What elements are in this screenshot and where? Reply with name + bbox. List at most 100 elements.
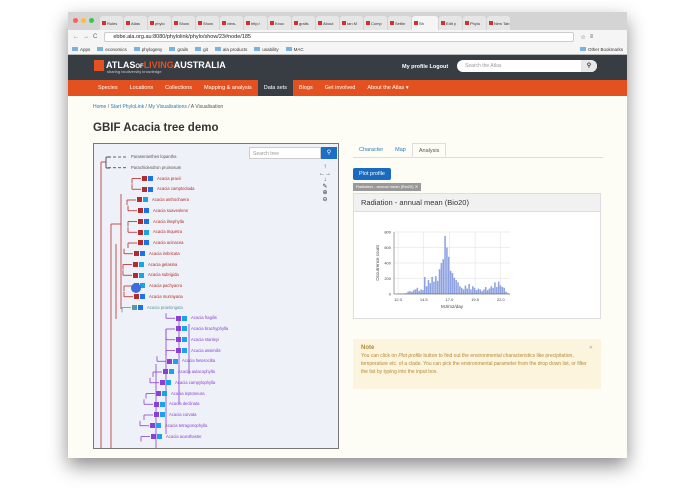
tree-search-input[interactable]: Search tree <box>249 147 321 159</box>
browser-tab[interactable]: Ian M <box>340 16 363 30</box>
zoom-out-icon[interactable]: ⊖ <box>322 196 328 203</box>
browser-tab[interactable]: Show <box>196 16 219 30</box>
tree-leaf[interactable]: Acacia subrigida <box>133 272 179 278</box>
trait-square <box>167 358 172 364</box>
browser-tab[interactable]: Comp <box>364 16 387 30</box>
browser-tab[interactable]: view- <box>220 16 243 30</box>
tree-leaf[interactable]: Acacia ilsephylla <box>138 219 184 225</box>
selected-layer-chip[interactable]: Radiation - annual mean (Bio20) ✕ <box>353 183 422 191</box>
histogram-bar <box>483 289 485 294</box>
tree-leaf[interactable]: Acacia campylophylla <box>160 380 215 386</box>
remove-icon[interactable]: ✕ <box>414 184 419 189</box>
pan-left-right-icon[interactable]: ←→ <box>319 170 331 177</box>
browser-tab[interactable]: http:/ <box>244 16 267 30</box>
nav-item[interactable]: Species <box>98 85 118 91</box>
browser-tab-label: Sh <box>419 20 424 26</box>
browser-tab[interactable]: Edit y <box>439 16 462 30</box>
pan-up-icon[interactable]: ↑ <box>323 164 327 170</box>
browser-tab[interactable]: About <box>316 16 339 30</box>
leaf-label: Acacia triquetra <box>153 229 183 235</box>
nav-item[interactable]: About the Atlas ▾ <box>367 85 409 91</box>
tree-leaf[interactable]: Acacia imbricata <box>134 251 180 257</box>
browser-tab[interactable]: Settin <box>388 16 411 30</box>
tree-leaf[interactable]: Acacia gelasina <box>133 262 177 268</box>
zoom-window-button[interactable] <box>89 18 94 23</box>
nav-item[interactable]: Get involved <box>324 85 356 91</box>
browser-tab[interactable]: Knoc <box>268 16 291 30</box>
menu-icon[interactable]: ≡ <box>589 34 594 40</box>
tree-leaf[interactable]: Acacia triquetra <box>138 229 182 235</box>
tab-analysis[interactable]: Analysis <box>411 143 447 157</box>
bookmark-git[interactable]: git <box>195 47 208 52</box>
tree-leaf[interactable]: Acacia assimilis <box>176 348 221 354</box>
breadcrumb-item[interactable]: Start PhyloLink <box>110 104 145 110</box>
tree-leaf[interactable]: Acacia suaveolens <box>138 208 188 214</box>
bookmark-apps[interactable]: Apps <box>72 47 90 52</box>
browser-tab[interactable]: Show <box>172 16 195 30</box>
nav-item[interactable]: Collections <box>165 85 193 91</box>
bookmark-phylogeny[interactable]: phylogeny <box>134 47 163 52</box>
tree-leaf[interactable]: Acacia anthochaera <box>137 197 189 203</box>
nav-item[interactable]: Mapping & analysis <box>204 85 252 91</box>
tree-leaf[interactable]: Acacia stanleyi <box>176 337 219 343</box>
url-input[interactable]: ebbe.ala.org.au:8080/phylolink/phylo/sho… <box>104 32 575 42</box>
browser-tab[interactable]: Rules <box>100 16 123 30</box>
browser-tab[interactable]: phylo <box>148 16 171 30</box>
tree-leaf[interactable]: Acacia praelongata <box>132 305 183 311</box>
trait-square <box>133 272 138 278</box>
tree-leaf[interactable]: Acacia curvata <box>154 412 196 418</box>
other-bookmarks[interactable]: Other Bookmarks <box>580 47 623 52</box>
tree-leaf[interactable]: Acacia declinata <box>154 401 200 407</box>
tree-leaf[interactable]: Acacia murrayana <box>134 294 183 300</box>
tree-leaf[interactable]: Acacia acanthaster <box>151 434 202 440</box>
tree-search-button[interactable]: ⚲ <box>321 147 337 159</box>
tree-leaf[interactable]: Acacia pachyacra <box>134 283 182 289</box>
pan-down-icon[interactable]: ↓ <box>323 177 327 183</box>
browser-tab[interactable]: Phylo <box>463 16 486 30</box>
zoom-in-icon[interactable]: ⊕ <box>322 190 328 196</box>
bookmark-ala-products[interactable]: ala products <box>215 47 248 52</box>
tree-leaf[interactable]: Acacia aulacophylla <box>163 369 215 375</box>
nav-item[interactable]: Locations <box>129 85 154 91</box>
close-icon[interactable]: ✕ <box>588 345 593 351</box>
selected-node[interactable] <box>131 283 141 293</box>
search-icon[interactable]: ⚲ <box>581 60 597 72</box>
tree-leaf[interactable]: Acacia brachyphylla <box>176 326 228 332</box>
browser-tab[interactable]: grails <box>292 16 315 30</box>
tree-leaf[interactable]: Acacia acinacea <box>138 240 184 246</box>
tree-leaf[interactable]: Acacia camptoclada <box>142 186 194 192</box>
tree-leaf[interactable]: Acacia fragilis <box>176 315 217 321</box>
ala-logo[interactable]: ATLASOFLIVINGAUSTRALIA sharing biodiversi… <box>94 60 226 74</box>
tree-leaf[interactable]: Paraserianthes lopantha <box>128 154 176 160</box>
bookmark-mac[interactable]: MAC <box>286 47 304 52</box>
tree-leaf[interactable]: Parachidendron pruinosum <box>128 165 181 171</box>
phylogenetic-tree[interactable]: Search tree ⚲ ↑ ←→ ↓ ✎ ⊕ ⊖ Paraserianthe… <box>93 143 339 449</box>
browser-tab[interactable]: Atlas <box>124 16 147 30</box>
nav-item[interactable]: Data sets <box>257 80 293 96</box>
bookmark-economics[interactable]: economics <box>97 47 127 52</box>
bookmark-usability[interactable]: usability <box>254 47 278 52</box>
edit-icon[interactable]: ✎ <box>322 183 328 190</box>
tree-leaf[interactable]: Acacia pravii <box>142 176 181 182</box>
browser-tab[interactable]: Sh <box>412 16 438 30</box>
breadcrumb-item[interactable]: Home <box>93 104 107 110</box>
histogram-bar <box>475 290 478 294</box>
nav-item[interactable]: Blogs <box>298 85 313 91</box>
tree-leaf[interactable]: Acacia tetragonophylla <box>150 423 207 429</box>
tree-leaf[interactable]: Acacia leptoneura <box>156 391 205 397</box>
browser-tab[interactable]: New Tab <box>487 16 510 30</box>
bookmark-grails[interactable]: grails <box>169 47 188 52</box>
plot-profile-button[interactable]: Plot profile <box>353 168 391 180</box>
minimize-window-button[interactable] <box>81 18 86 23</box>
back-forward-reload-icons[interactable]: ←→C <box>73 34 102 40</box>
tab-map[interactable]: Map <box>395 147 406 153</box>
tab-character[interactable]: Character <box>359 147 384 153</box>
star-icon[interactable]: ☆ <box>580 34 586 41</box>
atlas-search-input[interactable]: Search the Atlas ⚲ <box>457 60 597 72</box>
histogram-bar <box>436 280 439 294</box>
my-profile-link[interactable]: My profile <box>402 64 428 70</box>
breadcrumb-item[interactable]: My Visualisations <box>148 104 187 110</box>
tree-leaf[interactable]: Acacia heterocilta <box>167 358 215 364</box>
close-window-button[interactable] <box>73 18 78 23</box>
logout-link[interactable]: Logout <box>429 64 449 70</box>
